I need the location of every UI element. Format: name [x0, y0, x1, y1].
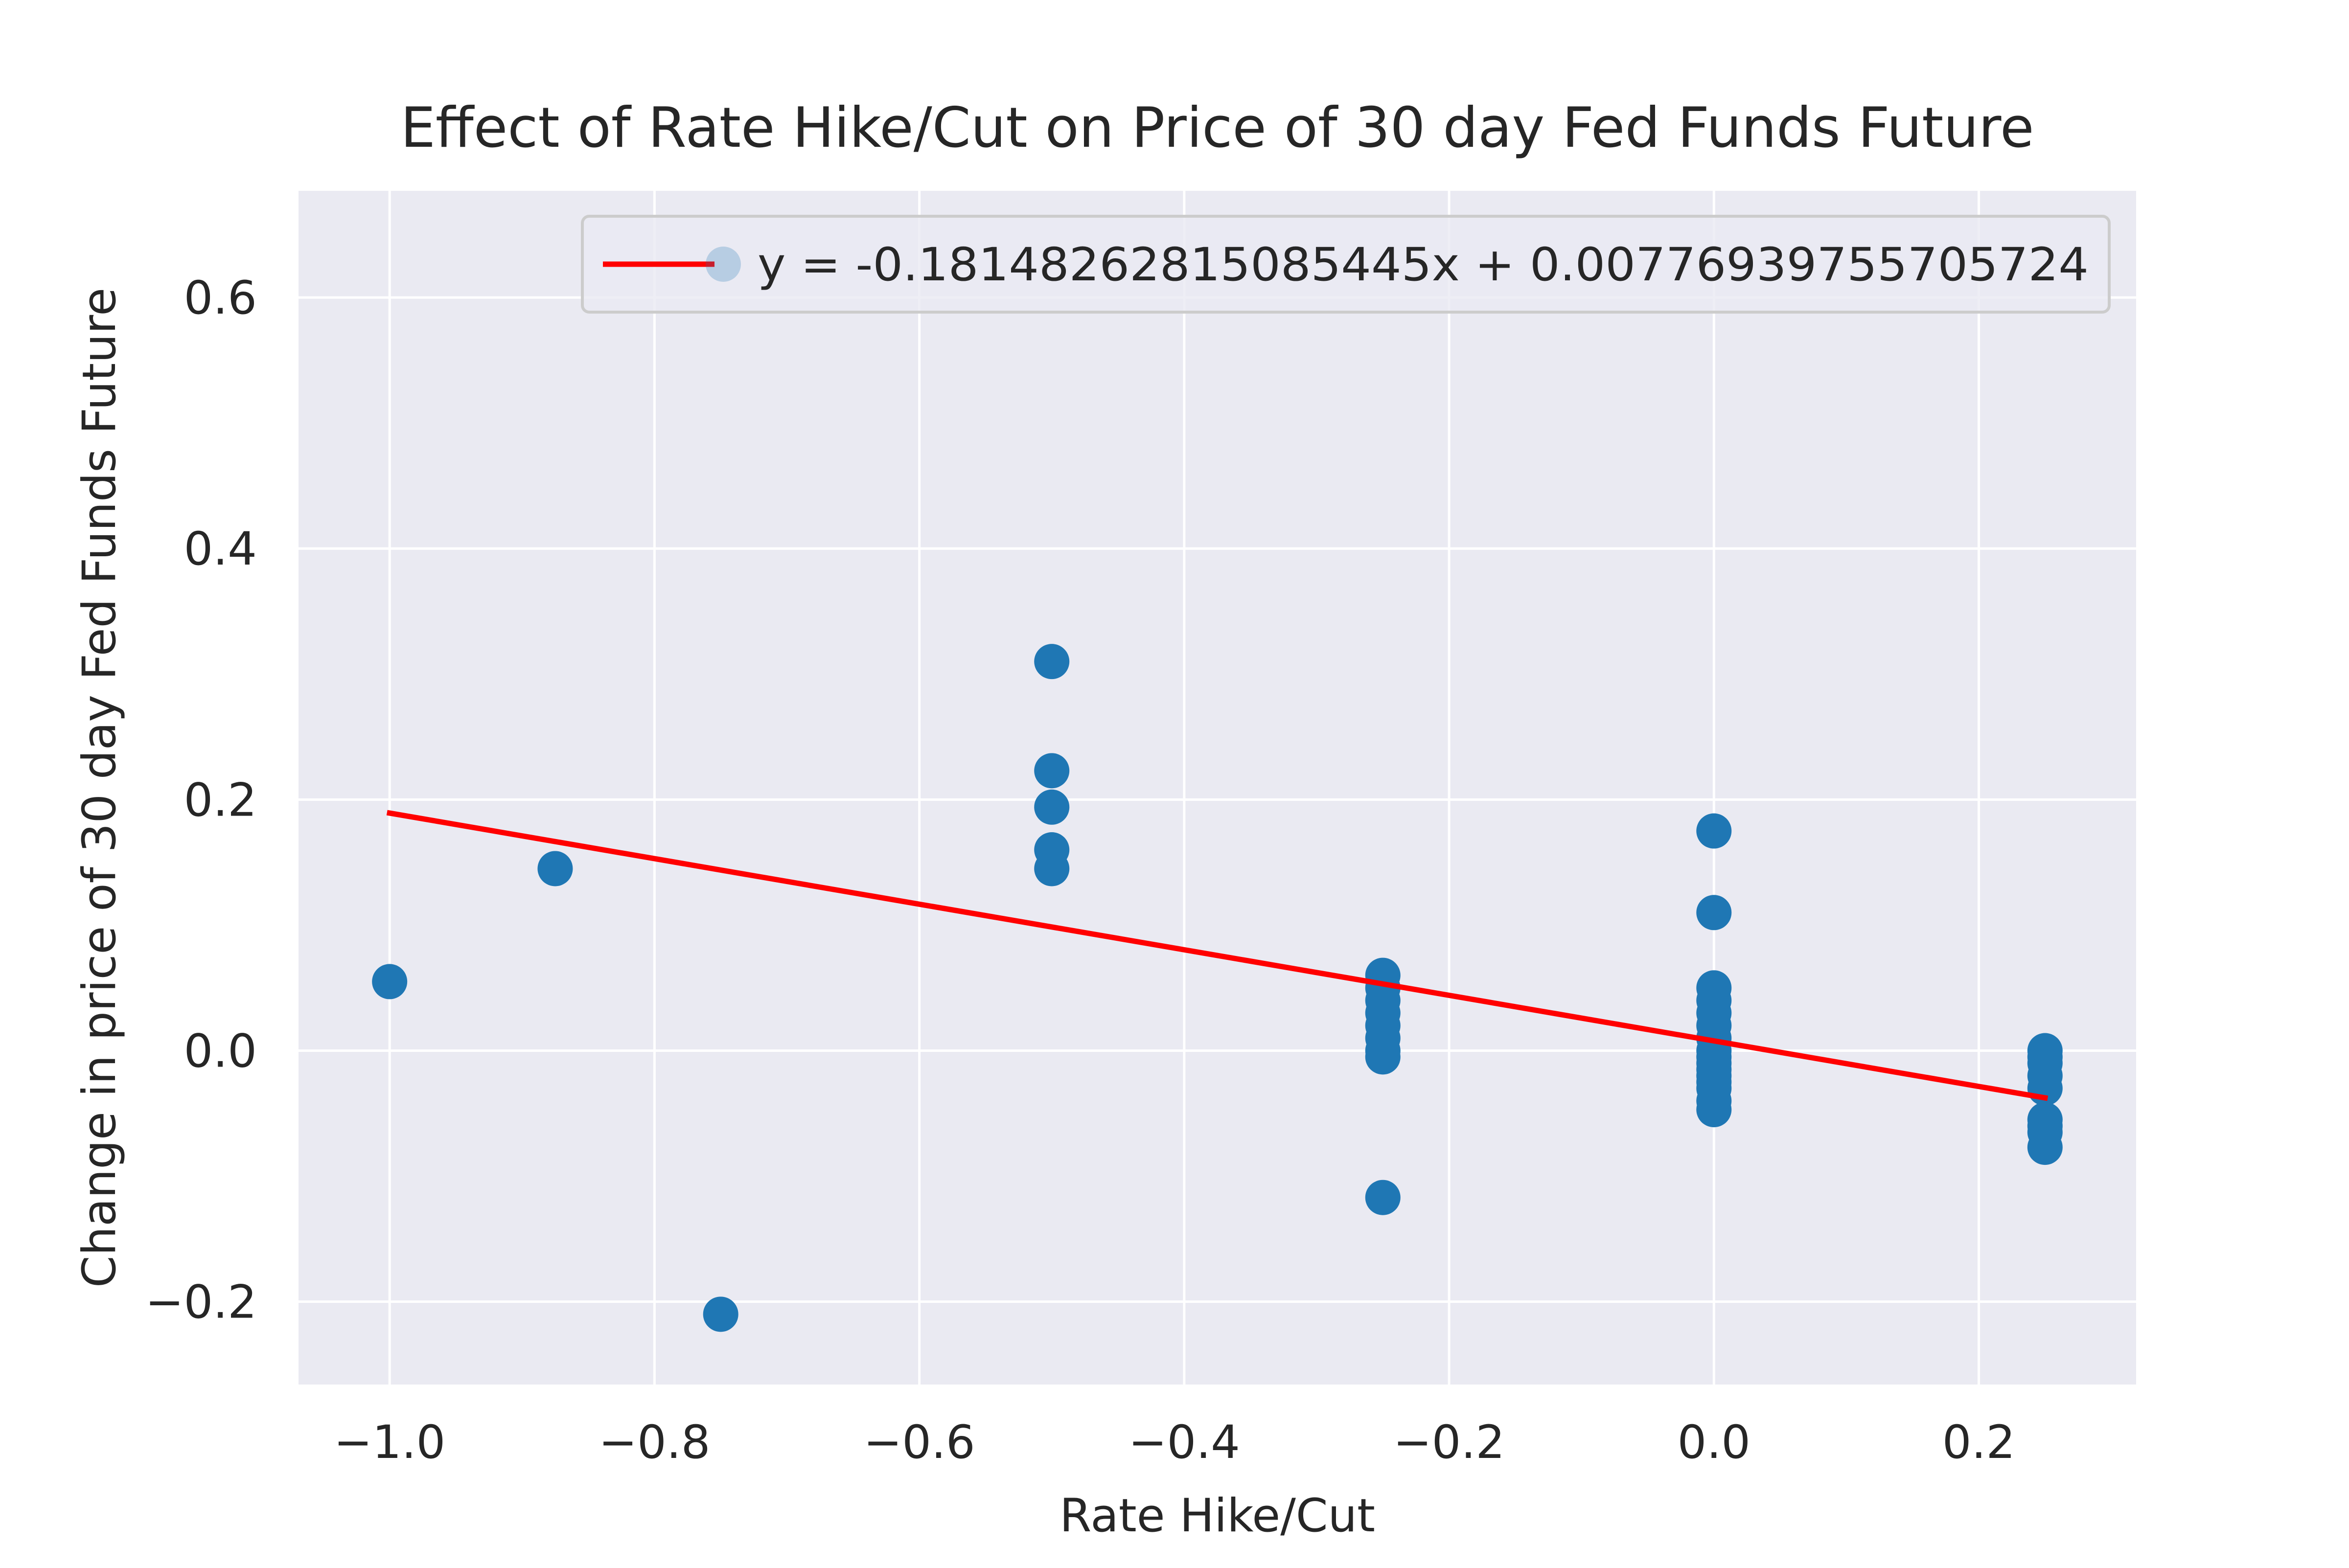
data-point — [1034, 789, 1070, 825]
x-axis-label: Rate Hike/Cut — [1059, 1489, 1375, 1543]
fit-line — [386, 810, 2049, 1101]
data-point — [1696, 813, 1732, 849]
fit-line-layer — [386, 810, 2049, 1101]
y-tick-label: 0.6 — [184, 272, 257, 325]
x-tick-label: −0.4 — [1128, 1416, 1240, 1469]
data-point — [537, 851, 573, 886]
data-point — [703, 1296, 738, 1332]
data-point — [1034, 753, 1070, 789]
data-point — [1696, 895, 1732, 931]
data-points — [372, 644, 2063, 1332]
chart-title: Effect of Rate Hike/Cut on Price of 30 d… — [400, 95, 2034, 160]
tick-labels: −1.0 −0.8 −0.6 −0.4 −0.2 0.0 0.2 −0.2 0.0 0.2 0.4 0… — [145, 272, 2016, 1469]
legend-box — [581, 215, 2111, 314]
legend: y = -0.18148262815085445x + 0.0077693975… — [581, 215, 2111, 314]
x-tick-label: 0.2 — [1942, 1416, 2016, 1469]
plot-area — [299, 191, 2136, 1385]
y-tick-label: 0.2 — [184, 773, 257, 827]
x-tick-label: −1.0 — [334, 1416, 445, 1469]
data-point — [2027, 1070, 2063, 1106]
data-point — [372, 964, 408, 1000]
y-axis-label: Change in price of 30 day Fed Funds Futu… — [73, 288, 126, 1288]
x-tick-label: −0.8 — [599, 1416, 710, 1469]
data-point — [2027, 1130, 2063, 1165]
y-tick-label: 0.0 — [184, 1025, 257, 1078]
data-point — [1365, 1180, 1401, 1215]
y-tick-label: 0.4 — [184, 523, 257, 576]
y-tick-label: −0.2 — [145, 1276, 257, 1329]
data-point — [1034, 851, 1070, 886]
legend-label: y = -0.18148262815085445x + 0.0077693975… — [758, 238, 2089, 292]
data-point — [1365, 1039, 1401, 1075]
x-tick-label: −0.2 — [1393, 1416, 1505, 1469]
legend-marker-swatch — [706, 247, 741, 282]
data-point — [1696, 1092, 1732, 1128]
x-tick-label: 0.0 — [1678, 1416, 1751, 1469]
data-point — [1034, 644, 1070, 680]
x-tick-label: −0.6 — [863, 1416, 975, 1469]
